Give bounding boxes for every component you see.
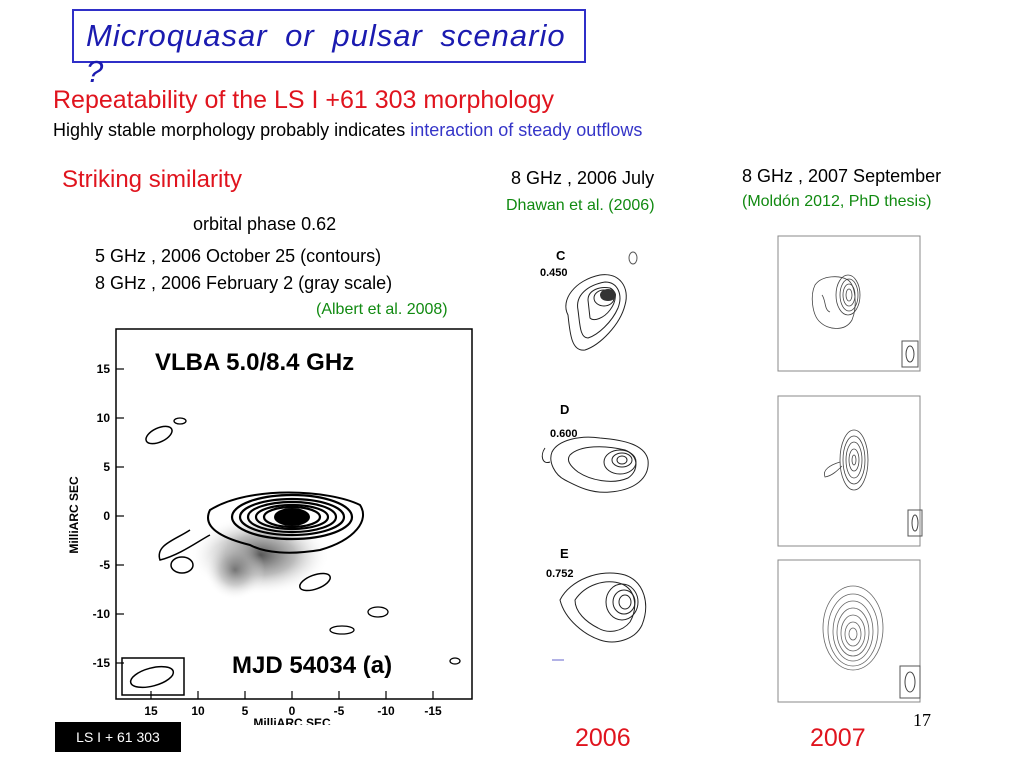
slide-title: Microquasar or pulsar scenario ? bbox=[86, 18, 566, 89]
beam-ellipse bbox=[129, 665, 175, 689]
moldon-panel-3 bbox=[777, 559, 921, 703]
y-tick-labels: 15 10 5 0 -5 -10 -15 bbox=[93, 362, 111, 670]
grayscale-emission-tail bbox=[205, 540, 265, 600]
beam-box bbox=[121, 657, 185, 696]
svg-text:-15: -15 bbox=[93, 656, 111, 670]
svg-text:-5: -5 bbox=[99, 558, 110, 572]
plot-label: MJD 54034 (a) bbox=[232, 652, 392, 679]
svg-text:0: 0 bbox=[103, 509, 110, 523]
description-line: Highly stable morphology probably indica… bbox=[53, 120, 642, 141]
plot-title: VLBA 5.0/8.4 GHz bbox=[155, 349, 354, 376]
moldon-beam-box-3 bbox=[899, 665, 921, 699]
vlba-map-plot: VLBA 5.0/8.4 GHz MJD 54034 (a) 15 10 5 0… bbox=[67, 328, 473, 725]
image-c-phase: 0.450 bbox=[540, 267, 568, 279]
svg-text:-10: -10 bbox=[377, 704, 395, 718]
svg-text:15: 15 bbox=[144, 704, 158, 718]
page-number: 17 bbox=[913, 710, 931, 730]
right-heading: 8 GHz , 2007 September bbox=[742, 166, 942, 186]
moldon-beam-box-1 bbox=[901, 340, 919, 368]
image-c-core bbox=[600, 289, 616, 301]
moldon-images bbox=[777, 235, 923, 703]
svg-text:5: 5 bbox=[242, 704, 249, 718]
contour-group bbox=[145, 417, 461, 665]
svg-text:-15: -15 bbox=[424, 704, 442, 718]
left-line-1: 5 GHz , 2006 October 25 (contours) bbox=[95, 246, 382, 266]
left-heading: Striking similarity bbox=[62, 166, 243, 193]
orbital-phase: orbital phase 0.62 bbox=[193, 214, 337, 234]
y-axis-label: MilliARC SEC bbox=[67, 476, 81, 554]
middle-citation: Dhawan et al. (2006) bbox=[506, 197, 655, 214]
image-e-letter: E bbox=[560, 546, 569, 561]
year-2007: 2007 bbox=[810, 724, 866, 752]
svg-text:10: 10 bbox=[97, 411, 111, 425]
image-e-phase: 0.752 bbox=[546, 568, 574, 580]
axis-ticks bbox=[116, 368, 434, 699]
middle-heading: 8 GHz , 2006 July bbox=[511, 168, 655, 188]
svg-text:-5: -5 bbox=[334, 704, 345, 718]
svg-text:-10: -10 bbox=[93, 607, 111, 621]
description-prefix: Highly stable morphology probably indica… bbox=[53, 120, 411, 140]
moldon-beam-box-2 bbox=[907, 509, 923, 537]
title-box bbox=[72, 9, 586, 63]
svg-text:10: 10 bbox=[191, 704, 205, 718]
left-citation: (Albert et al. 2008) bbox=[316, 301, 448, 318]
svg-text:15: 15 bbox=[97, 362, 111, 376]
dhawan-images: C 0.450 D 0.600 E 0.752 bbox=[540, 248, 649, 661]
left-line-2: 8 GHz , 2006 February 2 (gray scale) bbox=[95, 273, 393, 293]
year-2006: 2006 bbox=[575, 724, 631, 752]
image-d-letter: D bbox=[560, 402, 569, 417]
source-label: LS I + 61 303 bbox=[55, 722, 181, 752]
image-c-letter: C bbox=[556, 248, 566, 263]
moldon-panel-1 bbox=[777, 235, 921, 372]
moldon-panel-2 bbox=[777, 395, 921, 547]
right-citation: (Moldón 2012, PhD thesis) bbox=[742, 193, 932, 210]
svg-text:0: 0 bbox=[289, 704, 296, 718]
description-highlight: interaction of steady outflows bbox=[410, 120, 643, 140]
svg-text:5: 5 bbox=[103, 460, 110, 474]
x-tick-labels: 15 10 5 0 -5 -10 -15 bbox=[144, 704, 442, 718]
core-emission bbox=[274, 508, 310, 526]
image-d-phase: 0.600 bbox=[550, 428, 578, 440]
x-axis-label: MilliARC SEC bbox=[253, 716, 331, 725]
image-c-knot bbox=[628, 251, 638, 265]
plot-frame bbox=[115, 328, 473, 700]
slide-subtitle: Repeatability of the LS I +61 303 morpho… bbox=[53, 86, 555, 114]
